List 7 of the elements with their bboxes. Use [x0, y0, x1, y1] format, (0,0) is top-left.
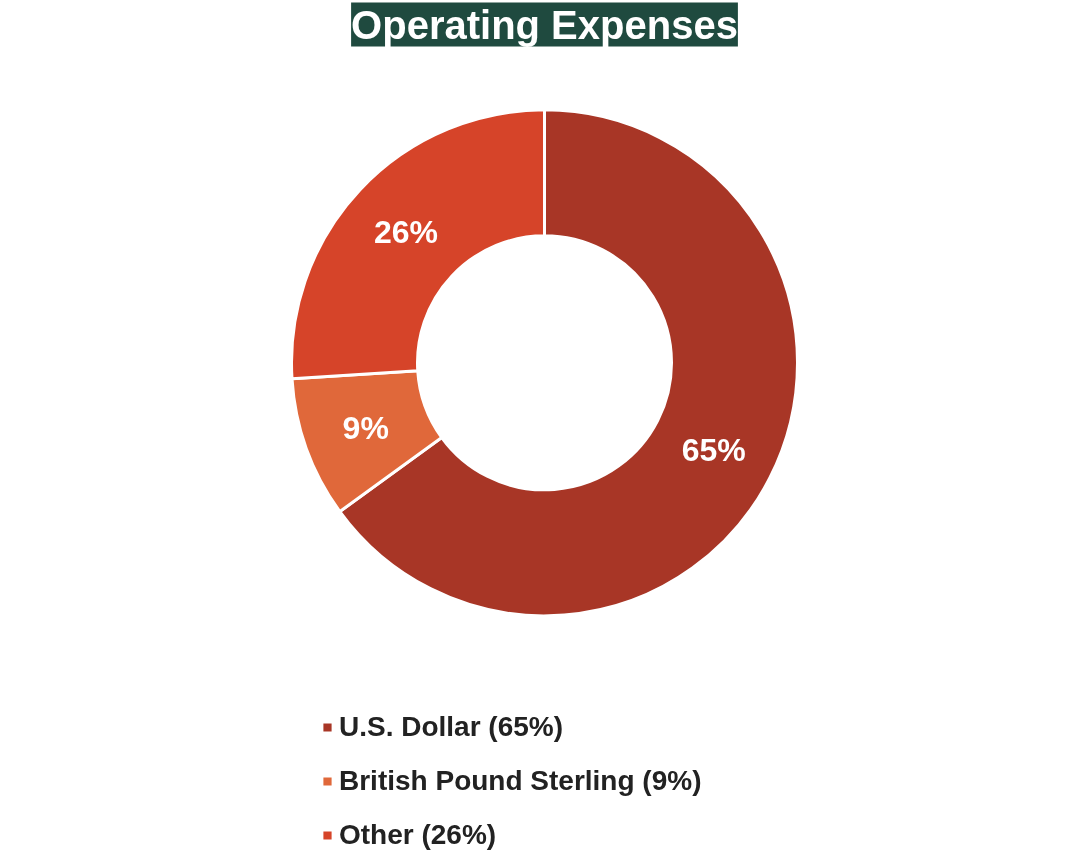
chart-title: Operating Expenses — [351, 2, 738, 47]
data-label: 65% — [681, 431, 746, 468]
legend-label: U.S. Dollar (65%) — [339, 711, 564, 743]
data-label: 26% — [373, 213, 439, 250]
legend-label: Other (26%) — [339, 819, 497, 851]
legend-label: British Pound Sterling (9%) — [339, 765, 702, 797]
data-label: 9% — [342, 409, 389, 446]
